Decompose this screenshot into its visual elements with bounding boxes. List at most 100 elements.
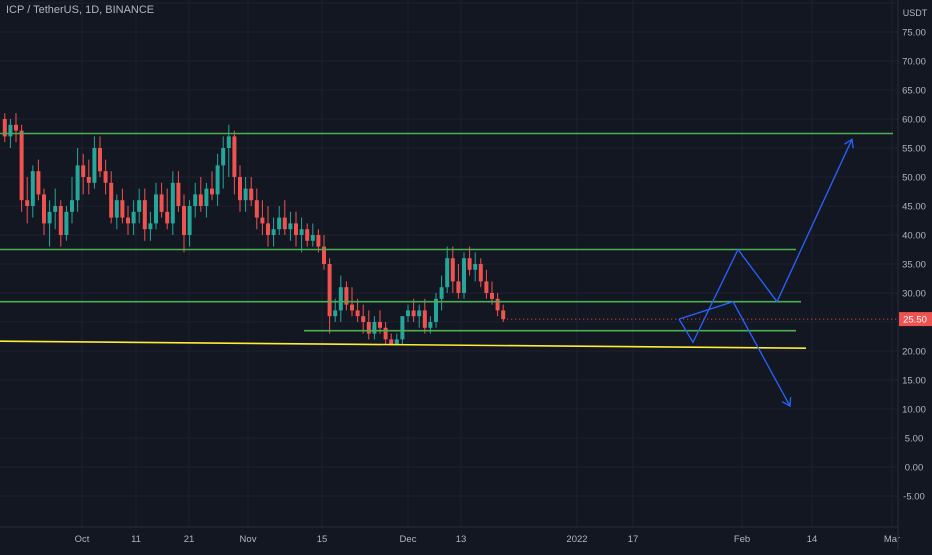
candle <box>372 316 377 340</box>
projection-path <box>678 300 791 407</box>
candle-body <box>383 327 388 340</box>
candle <box>310 223 315 247</box>
candle <box>243 177 248 212</box>
candle-body <box>445 258 450 288</box>
candle <box>98 136 102 177</box>
candle <box>266 206 270 247</box>
candle <box>389 333 394 346</box>
candle <box>355 298 360 322</box>
x-tick-label: 11 <box>131 534 141 545</box>
candle <box>25 177 30 224</box>
candle <box>282 200 287 235</box>
candle <box>131 200 136 235</box>
candle <box>36 159 41 201</box>
candle-body <box>131 211 136 224</box>
candle-body <box>473 264 478 270</box>
grid-lines <box>0 0 898 527</box>
candle <box>103 159 108 195</box>
candle-body <box>462 258 466 293</box>
candle-body <box>75 165 80 201</box>
candle-body <box>176 182 181 206</box>
candle-body <box>434 298 438 322</box>
candle <box>361 304 366 334</box>
candle <box>187 200 192 247</box>
candle-body <box>456 281 461 293</box>
y-tick-label: 0.00 <box>905 463 924 474</box>
candle-body <box>484 281 489 293</box>
candle-body <box>254 200 259 218</box>
x-tick-label: 15 <box>317 534 328 545</box>
candle <box>467 246 472 276</box>
candle-body <box>327 264 332 317</box>
candle <box>366 310 371 340</box>
candle <box>47 200 52 247</box>
candle-body <box>338 287 343 311</box>
candle-body <box>400 316 405 340</box>
candle-body <box>204 188 209 206</box>
candle <box>260 200 265 235</box>
candle <box>165 188 170 230</box>
candle <box>417 304 422 328</box>
x-tick-label: Mar <box>884 534 900 545</box>
candle-body <box>120 200 125 218</box>
candle <box>137 188 142 224</box>
candle <box>422 298 427 334</box>
candle-body <box>30 171 35 206</box>
candle <box>204 182 209 218</box>
candle-body <box>42 194 46 224</box>
candle-body <box>439 287 444 299</box>
candle-body <box>159 194 164 212</box>
candle-body <box>25 200 30 206</box>
candle-body <box>58 206 63 235</box>
candle <box>344 281 349 311</box>
candle <box>484 269 489 299</box>
candle-body <box>98 148 102 172</box>
candle <box>170 171 175 235</box>
y-tick-label: -5.00 <box>903 492 925 503</box>
level-line-yellow <box>0 340 807 349</box>
candle <box>478 258 483 288</box>
candle <box>215 153 220 206</box>
candle <box>288 211 293 241</box>
candle <box>154 182 158 230</box>
y-tick-label: 55.00 <box>902 144 926 155</box>
y-tick-label: 50.00 <box>902 173 926 184</box>
candle-body <box>467 258 472 270</box>
candle-body <box>428 322 433 328</box>
candle <box>64 206 69 241</box>
candle-body <box>232 136 237 177</box>
y-tick-label: 15.00 <box>902 376 926 387</box>
candle-body <box>422 310 427 328</box>
candle <box>58 200 63 247</box>
x-tick-label: Oct <box>75 534 90 545</box>
y-tick-label: 65.00 <box>902 86 926 97</box>
candle <box>92 136 97 189</box>
y-tick-label: 20.00 <box>902 347 926 358</box>
candle-body <box>126 217 130 224</box>
candle-body <box>277 217 282 230</box>
candle-body <box>260 217 265 224</box>
candle-body <box>137 200 142 212</box>
candle <box>254 188 259 230</box>
candle <box>70 177 74 224</box>
candle <box>439 275 444 311</box>
candle <box>148 211 153 241</box>
currency-unit-label: USDT <box>902 8 928 18</box>
candle-body <box>495 298 500 311</box>
candle <box>333 298 338 322</box>
candle-body <box>2 119 7 137</box>
candle-body <box>333 310 338 317</box>
y-tick-label: 60.00 <box>902 115 926 126</box>
candle-body <box>187 206 192 235</box>
candle-body <box>411 310 416 317</box>
candle-body <box>322 246 326 264</box>
candle <box>490 281 494 305</box>
candle <box>81 153 86 195</box>
candle <box>322 235 326 270</box>
current-price-label: 25.50 <box>903 315 927 326</box>
candle-body <box>215 165 220 195</box>
candle <box>109 171 114 224</box>
candle <box>462 252 466 299</box>
